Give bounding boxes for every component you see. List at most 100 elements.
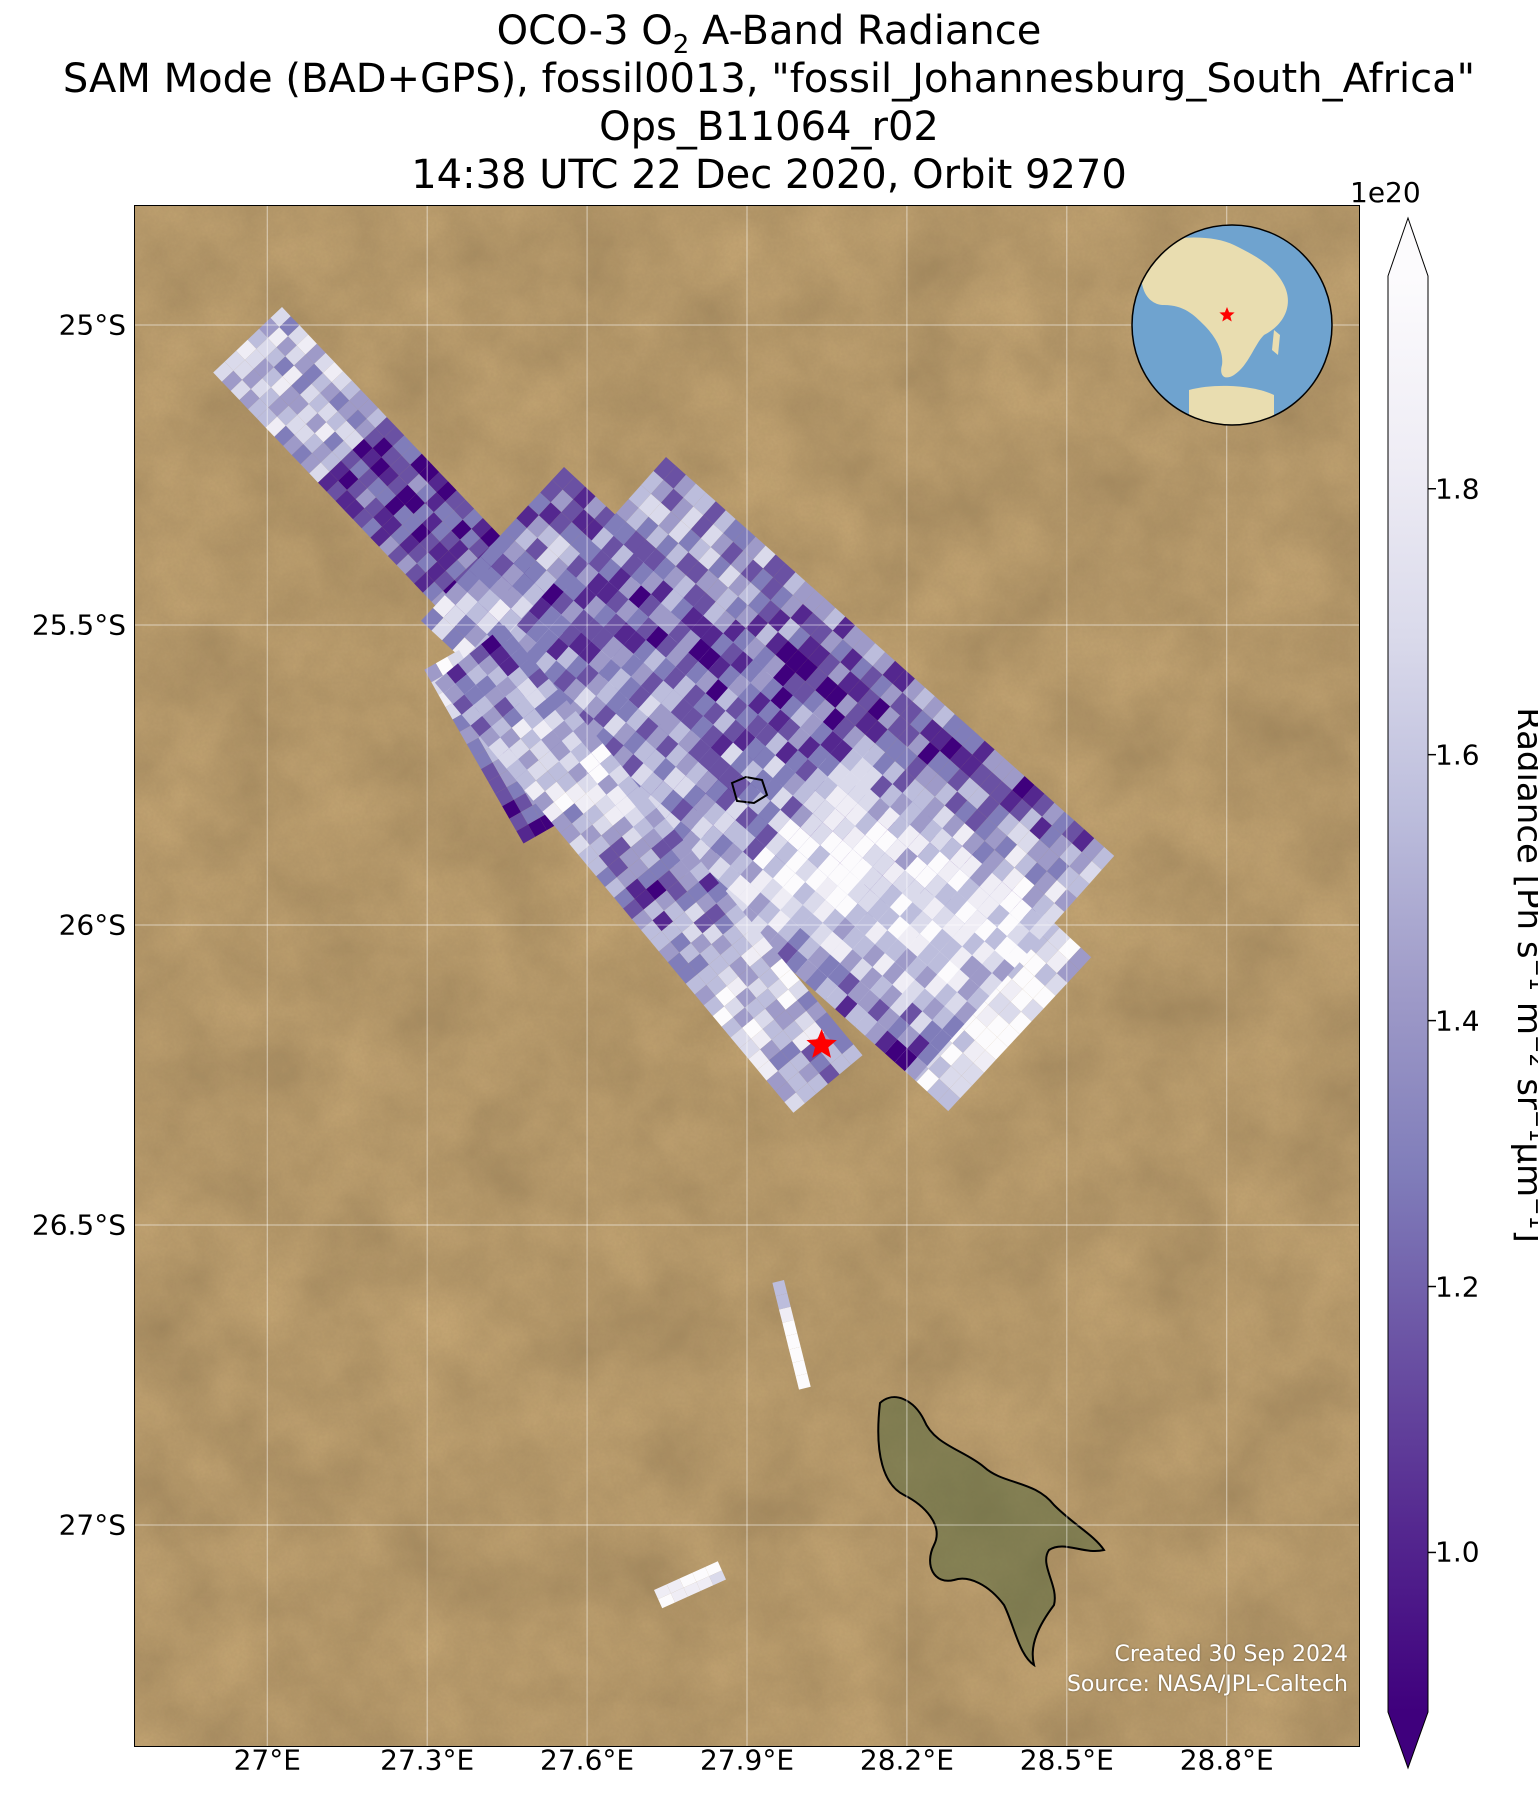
radiance-pixel	[230, 379, 251, 400]
radiance-pixel	[815, 776, 838, 800]
radiance-pixel	[867, 798, 890, 821]
radiance-pixel	[964, 1017, 987, 1041]
radiance-pixel	[763, 554, 786, 578]
radiance-pixel	[812, 899, 836, 923]
radiance-pixel	[714, 914, 735, 935]
radiance-pixel	[924, 773, 948, 797]
radiance-pixel	[654, 1584, 671, 1600]
radiance-pixel	[683, 1581, 701, 1597]
radiance-pixel	[461, 705, 483, 726]
radiance-pixel	[870, 975, 893, 999]
radiance-pixel	[542, 802, 563, 823]
radiance-pixel	[424, 663, 443, 683]
radiance-pixel	[772, 764, 796, 787]
radiance-pixel	[902, 879, 925, 903]
radiance-pixel	[410, 453, 431, 474]
radiance-pixel	[942, 1015, 965, 1038]
radiance-pixel	[810, 1052, 831, 1074]
radiance-pixel	[760, 878, 783, 902]
radiance-pixel	[760, 1039, 781, 1061]
radiance-pixel	[758, 600, 781, 624]
radiance-pixel	[865, 821, 888, 844]
radiance-pixel	[832, 917, 856, 941]
radiance-pixel	[790, 604, 813, 627]
radiance-pixel	[897, 1025, 920, 1049]
radiance-pixel	[713, 610, 736, 634]
radiance-pixel	[562, 476, 586, 500]
radiance-pixel	[648, 603, 671, 626]
radiance-pixel	[442, 510, 463, 531]
radiance-pixel	[810, 822, 833, 846]
radiance-pixel	[750, 668, 773, 692]
radiance-pixel	[460, 528, 481, 549]
radiance-pixel	[556, 772, 577, 793]
radiance-pixel	[939, 937, 963, 961]
radiance-pixel	[606, 785, 627, 806]
radiance-pixel	[571, 509, 595, 532]
radiance-pixel	[563, 678, 587, 702]
radiance-pixel	[631, 562, 654, 586]
radiance-pixel	[626, 708, 649, 732]
radiance-pixel	[537, 678, 558, 700]
radiance-pixel	[772, 864, 796, 888]
radiance-pixel	[932, 905, 955, 929]
radiance-pixel	[1032, 894, 1055, 918]
radiance-pixel	[870, 674, 893, 698]
radiance-pixel	[912, 687, 935, 711]
radiance-pixel	[476, 611, 499, 635]
lon-tick-label: 28.2°E	[859, 1743, 954, 1777]
radiance-pixel	[532, 719, 553, 740]
radiance-pixel	[663, 566, 686, 590]
radiance-pixel	[882, 861, 905, 885]
map-panel[interactable]	[134, 205, 1360, 1747]
radiance-pixel	[694, 984, 716, 1006]
radiance-pixel	[658, 712, 681, 736]
radiance-pixel	[751, 1029, 772, 1050]
radiance-pixel	[711, 934, 732, 955]
radiance-pixel	[830, 639, 853, 663]
radiance-pixel	[621, 553, 644, 577]
lon-tick-label: 27.3°E	[380, 1743, 475, 1777]
radiance-pixel	[775, 841, 798, 865]
radiance-pixel	[855, 812, 878, 835]
radiance-pixel	[784, 1092, 805, 1113]
radiance-pixel	[852, 935, 875, 959]
radiance-pixel	[511, 718, 533, 739]
radiance-pixel	[538, 502, 562, 526]
radiance-pixel	[335, 490, 356, 511]
radiance-pixel	[740, 860, 763, 884]
radiance-pixel	[947, 969, 970, 993]
radiance-pixel	[725, 797, 748, 821]
radiance-pixel	[837, 671, 861, 694]
radiance-pixel	[662, 829, 684, 850]
radiance-pixel	[769, 1050, 790, 1071]
radiance-pixel	[817, 753, 841, 777]
radiance-pixel	[705, 578, 729, 602]
radiance-pixel	[840, 748, 863, 772]
inset-globe	[1131, 224, 1333, 426]
radiance-pixel	[456, 569, 480, 593]
gridlines	[134, 205, 1360, 1747]
radiance-pixel	[770, 786, 793, 810]
radiance-pixel	[1059, 843, 1082, 867]
radiance-pixel	[525, 537, 548, 561]
radiance-pixel	[683, 784, 706, 808]
radiance-pixel	[224, 350, 245, 371]
radiance-pixel	[899, 902, 923, 925]
radiance-pixel	[785, 1333, 801, 1350]
radiance-pixel	[1068, 947, 1092, 971]
radiance-pixel	[879, 984, 903, 1008]
radiance-pixel	[825, 685, 848, 708]
radiance-pixel	[650, 931, 671, 952]
radiance-pixel	[929, 728, 953, 751]
radiance-pixel	[907, 933, 930, 957]
radiance-pixel	[712, 1006, 734, 1027]
radiance-pixel	[892, 870, 915, 894]
radiance-pixel	[673, 575, 696, 598]
radiance-pixel	[855, 711, 878, 735]
radiance-pixel	[797, 936, 821, 960]
radiance-pixel	[697, 964, 718, 985]
radiance-pixel	[505, 687, 526, 708]
radiance-pixel	[812, 598, 836, 622]
radiance-pixel	[468, 556, 492, 580]
